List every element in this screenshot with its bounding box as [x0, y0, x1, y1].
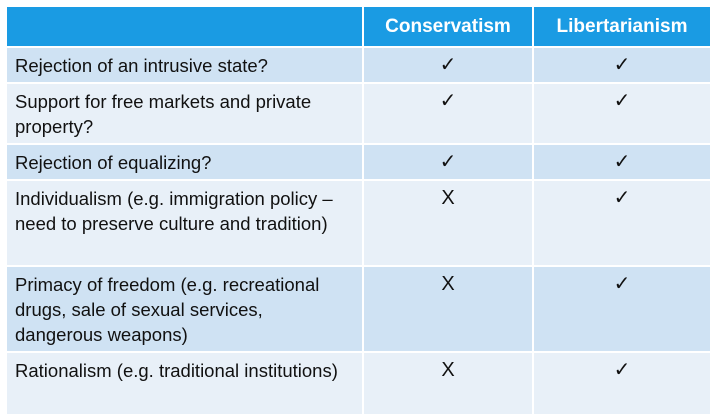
row-label: Rejection of equalizing? [5, 143, 364, 181]
row-value: ✓ [532, 351, 712, 416]
row-value: X [362, 179, 534, 267]
row-value: ✓ [532, 46, 712, 84]
table-row: Individualism (e.g. immigration policy –… [5, 179, 712, 267]
row-value: ✓ [532, 143, 712, 181]
comparison-table: Conservatism Libertarianism Rejection of… [5, 5, 712, 416]
row-value: ✓ [362, 143, 534, 181]
table-row: Rejection of equalizing? ✓ ✓ [5, 143, 712, 181]
row-value: ✓ [362, 46, 534, 84]
row-value: ✓ [362, 82, 534, 145]
column-header: Libertarianism [532, 5, 712, 48]
table-row: Support for free markets and private pro… [5, 82, 712, 145]
row-value: ✓ [532, 179, 712, 267]
row-value: ✓ [532, 82, 712, 145]
header-row: Conservatism Libertarianism [5, 5, 712, 48]
row-label: Rationalism (e.g. traditional institutio… [5, 351, 364, 416]
header-corner [5, 5, 364, 48]
row-value: X [362, 351, 534, 416]
table-row: Primacy of freedom (e.g. recreational dr… [5, 265, 712, 353]
table-row: Rationalism (e.g. traditional institutio… [5, 351, 712, 416]
row-value: X [362, 265, 534, 353]
row-value: ✓ [532, 265, 712, 353]
row-label: Rejection of an intrusive state? [5, 46, 364, 84]
table-row: Rejection of an intrusive state? ✓ ✓ [5, 46, 712, 84]
table-body: Rejection of an intrusive state? ✓ ✓ Suppor… [5, 46, 712, 416]
row-label: Individualism (e.g. immigration policy –… [5, 179, 364, 267]
row-label: Primacy of freedom (e.g. recreational dr… [5, 265, 364, 353]
row-label: Support for free markets and private pro… [5, 82, 364, 145]
column-header: Conservatism [362, 5, 534, 48]
